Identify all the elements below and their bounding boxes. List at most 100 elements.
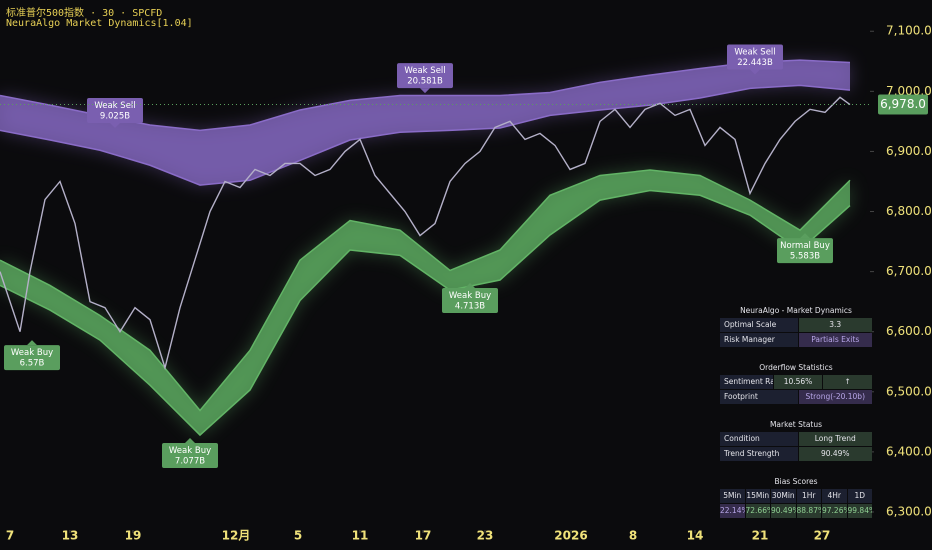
band-fill <box>0 60 850 186</box>
panel-row: 5Min 15Min 30Min 1Hr 4Hr 1D <box>720 489 872 503</box>
x-tick-label: 5 <box>294 529 302 543</box>
panel-cell: 90.49% <box>798 447 872 461</box>
signal-box <box>397 63 453 89</box>
panel-cell: 1D <box>847 489 872 503</box>
x-tick-label: 8 <box>629 529 637 543</box>
band-lower <box>0 84 851 186</box>
y-tick-label: 6,500.0 <box>886 384 932 398</box>
x-tick-label: 27 <box>814 529 831 543</box>
panel-row: Condition Long Trend <box>720 432 872 446</box>
panel-row: Trend Strength 90.49% <box>720 447 872 461</box>
panel-title: Orderflow Statistics <box>759 363 833 372</box>
x-tick-label: 14 <box>687 529 704 543</box>
panel-cell: Partials Exits <box>798 333 872 347</box>
panel-cell: 5Min <box>720 489 745 503</box>
panel-cell: 10.56% <box>773 375 823 389</box>
signal-pointer <box>185 438 195 444</box>
y-tick-label: 6,400.0 <box>886 444 932 458</box>
x-tick-label: 19 <box>125 529 142 543</box>
panel-cell: 4Hr <box>822 489 847 503</box>
y-tick-label: 7,000.0 <box>886 84 932 98</box>
signal-text: Weak Buy <box>449 291 491 301</box>
x-tick-label: 21 <box>752 529 769 543</box>
panel-cell: Risk Manager <box>720 333 798 347</box>
panel-cell: 30Min <box>771 489 796 503</box>
signal-value: 7.077B <box>175 457 205 467</box>
signal-pointer <box>750 69 760 75</box>
panel-cell: 72.66% <box>745 504 770 518</box>
signal-box <box>442 288 498 314</box>
panel-cell: Footprint <box>720 390 798 404</box>
band-lower <box>0 189 851 437</box>
band-upper <box>0 169 851 412</box>
signal-pointer <box>110 122 120 128</box>
price-line <box>0 96 851 371</box>
panel-cell: ↑ <box>823 375 873 389</box>
symbol-title: 标准普尔500指数 · 30 · SPCFD <box>6 8 163 19</box>
signal-box <box>727 44 783 70</box>
info-panel: NeuraAlgo - Market Dynamics Optimal Scale… <box>720 304 872 347</box>
panel-cell: 88.87% <box>796 504 821 518</box>
signal-pointer <box>420 88 430 94</box>
panel-row: Risk Manager Partials Exits <box>720 333 872 347</box>
panel-title: NeuraAlgo - Market Dynamics <box>740 306 852 315</box>
panel-cell: Long Trend <box>798 432 872 446</box>
panel-cell: Trend Strength <box>720 447 798 461</box>
x-tick-label: 7 <box>6 529 14 543</box>
info-panel: Market Status Condition Long Trend Trend St… <box>720 418 872 461</box>
info-panel: Bias Scores5Min15Min30Min1Hr4Hr1D22.14%7… <box>720 475 872 518</box>
signal-value: 4.713B <box>455 302 485 312</box>
signal-value: 22.443B <box>737 58 773 68</box>
panel-row: Footprint Strong(-20.10b) <box>720 390 872 404</box>
signal-box <box>4 345 60 371</box>
signal-value: 5.583B <box>790 252 820 262</box>
y-tick-label: 6,300.0 <box>886 504 932 518</box>
panel-row: Sentiment Range10.56%↑ <box>720 375 873 389</box>
x-tick-label: 13 <box>62 529 79 543</box>
y-tick-label: 6,700.0 <box>886 264 932 278</box>
signal-box <box>777 238 833 264</box>
signal-text: Weak Buy <box>11 348 53 358</box>
signal-value: 9.025B <box>100 111 130 121</box>
signal-box <box>162 443 218 469</box>
panel-cell: Sentiment Range <box>720 375 773 389</box>
panel-cell: Optimal Scale <box>720 318 798 332</box>
panel-cell: Strong(-20.10b) <box>798 390 872 404</box>
panel-cell: 97.26% <box>822 504 847 518</box>
x-tick-label: 2026 <box>554 529 587 543</box>
indicator-name: NeuraAlgo Market Dynamics[1.04] <box>6 18 193 29</box>
signal-pointer <box>800 233 810 239</box>
y-tick-label: 6,800.0 <box>886 204 932 218</box>
panel-row: 22.14%72.66%90.49%88.87%97.26%99.84% <box>720 504 872 518</box>
last-price-box <box>878 94 928 115</box>
signal-value: 6.57B <box>20 359 45 369</box>
signal-text: Weak Buy <box>169 446 211 456</box>
panel-row: Optimal Scale 3.3 <box>720 318 872 332</box>
signal-text: Normal Buy <box>780 241 830 251</box>
x-tick-label: 12月 <box>222 529 251 543</box>
panel-cell: 1Hr <box>796 489 821 503</box>
panel-cell: Condition <box>720 432 798 446</box>
signal-text: Weak Sell <box>404 66 445 76</box>
panel-cell: 15Min <box>745 489 770 503</box>
y-tick-label: 7,100.0 <box>886 24 932 38</box>
panel-cell: 3.3 <box>798 318 872 332</box>
signal-text: Weak Sell <box>94 101 135 111</box>
info-panel: Orderflow Statistics Sentiment Range10.56… <box>720 361 873 404</box>
panel-cell: 99.84% <box>847 504 872 518</box>
band-upper <box>0 59 851 132</box>
signal-text: Weak Sell <box>734 48 775 58</box>
panel-cell: 22.14% <box>720 504 745 518</box>
signal-pointer <box>465 283 475 289</box>
panel-title: Bias Scores <box>774 477 818 486</box>
x-tick-label: 23 <box>477 529 494 543</box>
signal-value: 20.581B <box>407 77 443 87</box>
y-tick-label: 6,600.0 <box>886 324 932 338</box>
x-tick-label: 17 <box>415 529 432 543</box>
x-tick-label: 11 <box>352 529 369 543</box>
